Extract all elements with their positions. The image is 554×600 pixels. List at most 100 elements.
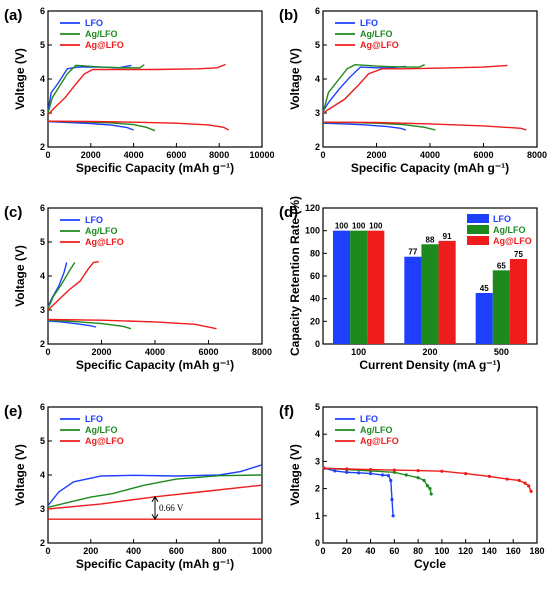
series-line [322, 63, 425, 114]
legend-swatch [467, 214, 489, 223]
bar-value-label: 75 [514, 250, 523, 259]
y-tick-label: 2 [40, 538, 45, 548]
y-tick-label: 40 [310, 294, 320, 304]
y-tick-label: 120 [305, 203, 320, 213]
y-tick-label: 5 [40, 40, 45, 50]
series-line [324, 467, 532, 492]
data-point [322, 466, 326, 470]
series-line [322, 64, 508, 114]
data-point [357, 471, 361, 475]
series-line [47, 120, 230, 131]
y-tick-label: 4 [315, 74, 320, 84]
panel-label: (f) [279, 403, 294, 420]
legend-label: LFO [85, 18, 103, 28]
panel-label: (b) [279, 7, 298, 24]
x-tick-label: 800 [212, 546, 227, 556]
x-tick-label: 1000 [252, 546, 272, 556]
data-point [487, 474, 492, 478]
y-tick-label: 3 [40, 504, 45, 514]
series-line [47, 474, 263, 508]
series-line [47, 120, 134, 131]
data-point [390, 497, 394, 502]
x-tick-label: 0 [45, 546, 50, 556]
legend-label: Ag/LFO [85, 226, 118, 236]
y-axis-title: Voltage (V) [13, 48, 27, 110]
x-tick-label: 0 [320, 546, 325, 556]
legend-label: LFO [85, 414, 103, 424]
data-point [426, 484, 430, 488]
panel-label: (d) [279, 204, 298, 221]
data-point [505, 477, 509, 481]
x-tick-label: 160 [506, 546, 521, 556]
y-tick-label: 2 [315, 142, 320, 152]
x-tick-label: 200 [422, 347, 437, 357]
annotation-arrowhead-top [151, 495, 159, 503]
y-tick-label: 4 [315, 429, 320, 439]
legend-label: Ag@LFO [85, 237, 124, 247]
y-tick-label: 5 [315, 402, 320, 412]
series-line [47, 318, 217, 330]
chart-panel: (b) 2 3 4 5 6 0 2000 4000 6000 8000 Specific Capaci… [279, 6, 547, 175]
series-line [47, 63, 226, 116]
y-tick-label: 100 [305, 226, 320, 236]
data-point [333, 469, 337, 473]
legend-label: Ag@LFO [360, 40, 399, 50]
legend-label: LFO [493, 214, 511, 224]
y-tick-label: 60 [310, 271, 320, 281]
x-axis-title: Current Density (mA g⁻¹) [359, 358, 500, 372]
legend-label: Ag/LFO [85, 29, 118, 39]
y-tick-label: 1 [315, 511, 320, 521]
x-tick-label: 500 [494, 347, 509, 357]
bar-value-label: 77 [408, 248, 417, 257]
chart-panel: (e) 2 3 4 5 6 0 200 400 600 800 1000 Specific Capaci… [4, 402, 272, 571]
series-line [47, 320, 97, 328]
x-tick-label: 8000 [252, 347, 272, 357]
x-axis-title: Cycle [414, 557, 446, 571]
y-tick-label: 5 [40, 436, 45, 446]
y-tick-label: 3 [315, 108, 320, 118]
x-tick-label: 2000 [81, 150, 101, 160]
data-point [368, 467, 373, 472]
legend-label: Ag/LFO [493, 225, 526, 235]
data-point [404, 473, 408, 477]
x-axis-title: Specific Capacity (mAh g⁻¹) [76, 557, 234, 571]
panel-label: (c) [4, 204, 22, 221]
series-line [322, 65, 406, 112]
series-line [47, 464, 263, 507]
data-point [416, 476, 420, 480]
bar [509, 259, 528, 344]
x-tick-label: 60 [389, 546, 399, 556]
y-tick-label: 2 [40, 339, 45, 349]
y-tick-label: 4 [40, 74, 45, 84]
y-axis-title: Capacity Retention Rate (%) [288, 196, 302, 356]
y-tick-label: 0 [315, 339, 320, 349]
series-line [324, 467, 432, 495]
y-tick-label: 2 [315, 484, 320, 494]
bar-value-label: 45 [480, 284, 489, 293]
x-tick-label: 200 [83, 546, 98, 556]
x-tick-label: 4000 [420, 150, 440, 160]
x-axis-title: Specific Capacity (mAh g⁻¹) [351, 161, 509, 175]
y-tick-label: 4 [40, 470, 45, 480]
legend-label: Ag@LFO [360, 436, 399, 446]
panel-label: (a) [4, 7, 22, 24]
x-tick-label: 6000 [198, 347, 218, 357]
y-tick-label: 6 [40, 402, 45, 412]
x-tick-label: 8000 [209, 150, 229, 160]
legend-label: Ag/LFO [85, 425, 118, 435]
bar-value-label: 88 [426, 235, 435, 244]
y-tick-label: 0 [315, 538, 320, 548]
y-tick-label: 80 [310, 248, 320, 258]
x-tick-label: 4000 [124, 150, 144, 160]
data-point [345, 467, 349, 471]
bar [438, 240, 456, 344]
annotation-label: 0.66 V [159, 503, 184, 513]
series-line [47, 262, 76, 309]
legend-label: Ag@LFO [85, 436, 124, 446]
x-tick-label: 6000 [166, 150, 186, 160]
data-point [429, 492, 433, 496]
x-tick-label: 40 [366, 546, 376, 556]
x-tick-label: 140 [482, 546, 497, 556]
series-line [47, 64, 145, 114]
